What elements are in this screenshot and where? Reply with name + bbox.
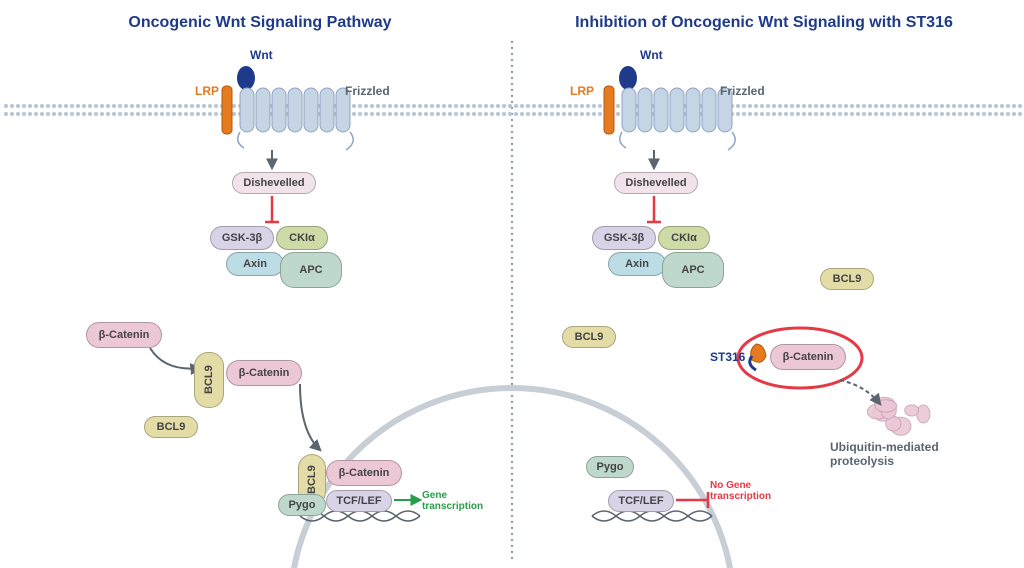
label-nogene: No Gene transcription [710,480,790,502]
node-gsk-l: GSK-3β [210,226,274,250]
node-tcf-r: TCF/LEF [608,490,674,512]
node-bcl9b-l: BCL9 [144,416,198,438]
label-ubiq: Ubiquitin-mediated proteolysis [830,440,980,468]
node-dsh-r: Dishevelled [614,172,698,194]
node-pygo-r: Pygo [586,456,634,478]
node-apc-r: APC [662,252,724,288]
node-pygo-l: Pygo [278,494,326,516]
label-wnt-l: Wnt [250,48,273,62]
node-bcat2-l: β-Catenin [226,360,302,386]
node-bcl9b-r: BCL9 [562,326,616,348]
label-lrp-r: LRP [570,84,594,98]
right-panel-title: Inhibition of Oncogenic Wnt Signaling wi… [524,14,1004,32]
left-panel-title: Oncogenic Wnt Signaling Pathway [20,14,500,32]
node-bcat3-l: β-Catenin [326,460,402,486]
node-bcl9a-l: BCL9 [194,352,224,408]
node-axin-r: Axin [608,252,666,276]
node-gsk-r: GSK-3β [592,226,656,250]
node-axin-l: Axin [226,252,284,276]
label-frz-l: Frizzled [345,84,390,98]
node-ck1-r: CKIα [658,226,710,250]
node-apc-l: APC [280,252,342,288]
node-tcf-l: TCF/LEF [326,490,392,512]
label-wnt-r: Wnt [640,48,663,62]
label-gene: Gene transcription [422,490,502,512]
node-dsh-l: Dishevelled [232,172,316,194]
node-bcl9a-r: BCL9 [820,268,874,290]
label-frz-r: Frizzled [720,84,765,98]
label-lrp-l: LRP [195,84,219,98]
label-st316: ST316 [710,350,745,364]
node-ck1-l: CKIα [276,226,328,250]
node-bcat1-l: β-Catenin [86,322,162,348]
node-bcat-r: β-Catenin [770,344,846,370]
